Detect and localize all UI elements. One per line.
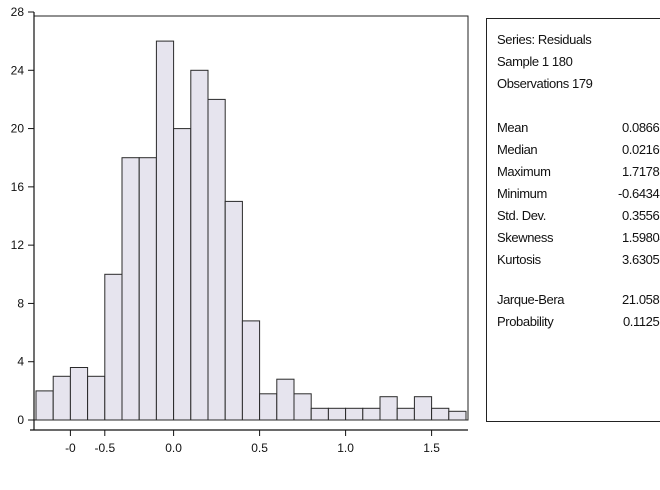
x-tick-label: -0: [65, 441, 76, 455]
stat-row-minimum: Minimum -0.643457: [497, 183, 660, 205]
histogram-bar: [362, 407, 381, 421]
histogram-bar: [241, 320, 261, 421]
y-tick-label: 8: [17, 296, 24, 310]
histogram-bar: [35, 390, 54, 421]
stat-row-jarque-bera: Jarque-Bera 21.05899: [497, 289, 660, 311]
y-tick-label: 24: [11, 63, 25, 77]
stat-label: Jarque-Bera: [497, 292, 565, 307]
stat-label: Std. Dev.: [497, 208, 546, 223]
histogram-bar: [104, 273, 123, 421]
sample-label: Sample 1 180: [497, 54, 573, 69]
histogram-bar: [396, 407, 415, 421]
stat-value: 1.598044: [621, 230, 660, 245]
stat-value: 1.717834: [621, 164, 660, 179]
histogram-bar: [448, 410, 467, 421]
x-tick-label: 0.0: [165, 441, 182, 455]
stat-row-maximum: Maximum 1.717834: [497, 161, 660, 183]
bars-layer: [35, 40, 467, 421]
histogram-bar: [121, 157, 140, 421]
x-tick-label: 1.0: [337, 441, 354, 455]
histogram-bar: [69, 367, 89, 421]
x-tick-label: 0.5: [251, 441, 268, 455]
histogram-bar: [224, 200, 243, 421]
stat-label: Probability: [497, 314, 554, 329]
y-tick-label: 16: [11, 180, 25, 194]
y-tick-label: 28: [11, 5, 25, 19]
stat-label: Skewness: [497, 230, 554, 245]
stat-label: Mean: [497, 120, 528, 135]
histogram-bar: [190, 69, 209, 421]
histogram-bar: [413, 396, 433, 421]
histogram-bar: [379, 396, 398, 421]
stat-label: Minimum: [497, 186, 547, 201]
stat-value: 3.630516: [621, 252, 660, 267]
stat-row-std-dev: Std. Dev. 0.355632: [497, 205, 660, 227]
histogram-bar: [173, 128, 192, 421]
y-tick-label: 0: [17, 413, 24, 427]
series-label: Series: Residuals: [497, 32, 592, 47]
y-tick-label: 4: [17, 355, 24, 369]
histogram-bar: [259, 393, 278, 421]
stat-label: Median: [497, 142, 538, 157]
y-tick-label: 20: [11, 122, 25, 136]
stat-row-median: Median 0.021600: [497, 139, 660, 161]
stat-row-mean: Mean 0.086688: [497, 117, 660, 139]
stat-row-kurtosis: Kurtosis 3.630516: [497, 249, 660, 271]
stat-label: Maximum: [497, 164, 551, 179]
histogram-bar: [207, 98, 226, 421]
stat-value: 21.05899: [621, 292, 660, 307]
histogram-bar: [431, 407, 450, 421]
histogram-bar: [327, 407, 347, 421]
x-tick-label: -0.5: [94, 441, 115, 455]
stat-label: Kurtosis: [497, 252, 541, 267]
histogram-bar: [52, 375, 71, 421]
stat-value: 0.021600: [621, 142, 660, 157]
y-ticks-layer: 0 4 8 12 16 20 24 28: [11, 5, 34, 427]
stat-row-probability: Probability 0.112598: [497, 311, 660, 333]
stats-panel: Series: Residuals Sample 1 180 Observati…: [486, 18, 660, 422]
histogram-bar: [293, 393, 312, 421]
histogram-bar: [138, 157, 157, 421]
histogram-bar: [345, 407, 364, 421]
histogram-bar: [310, 407, 329, 421]
stat-value: 0.086688: [621, 120, 660, 135]
stat-value: 0.112598: [622, 314, 660, 329]
histogram-chart: 0 4 8 12 16 20 24 28 -0 -0.5 0.0 0.5 1.0 1.5: [11, 5, 469, 455]
histogram-bar: [87, 375, 106, 421]
x-tick-label: 1.5: [423, 441, 440, 455]
y-tick-label: 12: [11, 238, 25, 252]
observations-label: Observations 179: [497, 76, 593, 91]
x-ticks-layer: -0 -0.5 0.0 0.5 1.0 1.5: [65, 430, 440, 455]
stat-value: 0.355632: [621, 208, 660, 223]
histogram-bar: [276, 378, 295, 421]
stat-row-skewness: Skewness 1.598044: [497, 227, 660, 249]
histogram-bar: [155, 40, 175, 421]
stat-value: -0.643457: [618, 186, 660, 201]
